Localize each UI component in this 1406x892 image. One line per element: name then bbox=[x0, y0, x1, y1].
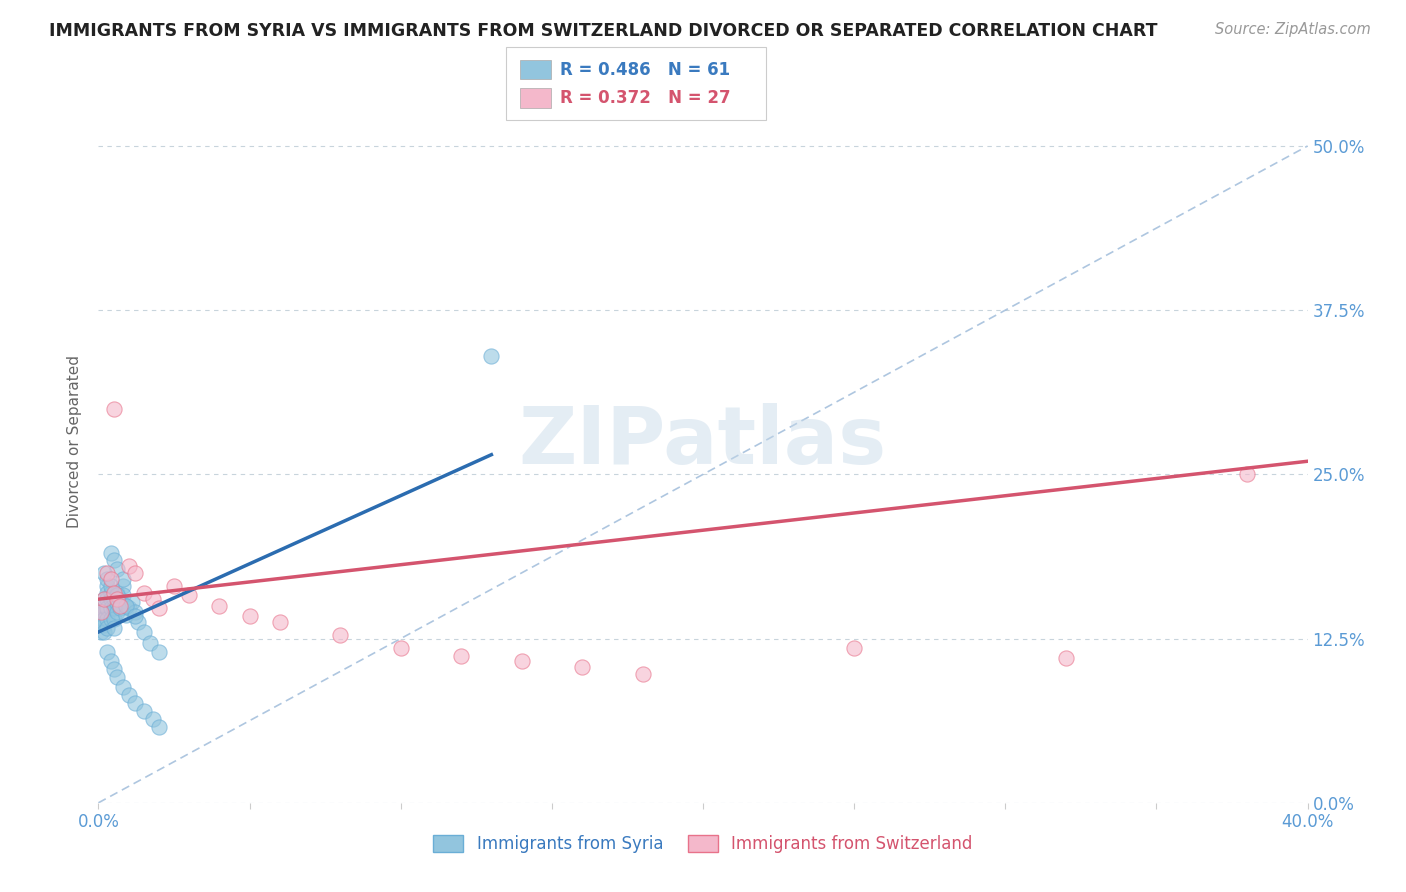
Point bbox=[105, 588, 128, 602]
Point bbox=[100, 579, 122, 593]
Point bbox=[96, 601, 118, 615]
Point bbox=[93, 625, 115, 640]
Point bbox=[124, 605, 146, 619]
Point bbox=[100, 546, 122, 560]
Point bbox=[103, 601, 125, 615]
Point bbox=[105, 585, 128, 599]
Point bbox=[148, 645, 170, 659]
Text: R = 0.486   N = 61: R = 0.486 N = 61 bbox=[560, 61, 730, 78]
Point bbox=[103, 585, 125, 599]
Point bbox=[844, 640, 866, 655]
Point bbox=[108, 592, 131, 607]
Point bbox=[118, 688, 141, 702]
Point bbox=[1054, 651, 1077, 665]
Point bbox=[90, 605, 112, 619]
Point bbox=[124, 696, 146, 710]
Point bbox=[127, 615, 149, 629]
Point bbox=[163, 579, 186, 593]
Point bbox=[96, 645, 118, 659]
Y-axis label: Divorced or Separated: Divorced or Separated bbox=[67, 355, 83, 528]
Point bbox=[118, 559, 141, 574]
Point bbox=[121, 595, 143, 609]
Text: R = 0.372   N = 27: R = 0.372 N = 27 bbox=[560, 89, 730, 107]
Text: Source: ZipAtlas.com: Source: ZipAtlas.com bbox=[1215, 22, 1371, 37]
Point bbox=[329, 627, 352, 641]
Point bbox=[108, 599, 131, 613]
Point bbox=[111, 573, 134, 587]
Point bbox=[389, 640, 412, 655]
Point bbox=[571, 660, 593, 674]
Point bbox=[90, 612, 112, 626]
Point bbox=[100, 573, 122, 587]
Point bbox=[105, 605, 128, 619]
Point bbox=[1236, 467, 1258, 482]
Point bbox=[132, 704, 155, 718]
Text: IMMIGRANTS FROM SYRIA VS IMMIGRANTS FROM SWITZERLAND DIVORCED OR SEPARATED CORRE: IMMIGRANTS FROM SYRIA VS IMMIGRANTS FROM… bbox=[49, 22, 1157, 40]
Point bbox=[96, 621, 118, 635]
Point bbox=[96, 566, 118, 580]
Point bbox=[103, 662, 125, 676]
Point bbox=[108, 601, 131, 615]
Point bbox=[111, 680, 134, 694]
Point bbox=[124, 566, 146, 580]
Point bbox=[100, 601, 122, 615]
Point bbox=[132, 585, 155, 599]
Point bbox=[510, 654, 533, 668]
Point bbox=[100, 654, 122, 668]
Point bbox=[105, 596, 128, 610]
Point bbox=[103, 553, 125, 567]
Point bbox=[631, 667, 654, 681]
Point bbox=[450, 648, 472, 663]
Point bbox=[96, 573, 118, 587]
Point bbox=[90, 625, 112, 640]
Text: ZIPatlas: ZIPatlas bbox=[519, 402, 887, 481]
Point bbox=[142, 712, 165, 726]
Point bbox=[105, 562, 128, 576]
Point bbox=[208, 599, 231, 613]
Point bbox=[111, 588, 134, 602]
Point bbox=[100, 592, 122, 607]
Point bbox=[105, 592, 128, 607]
Point bbox=[105, 670, 128, 684]
Point bbox=[142, 592, 165, 607]
Point bbox=[100, 612, 122, 626]
Point bbox=[111, 579, 134, 593]
Point bbox=[114, 599, 136, 613]
Point bbox=[90, 618, 112, 632]
Point bbox=[114, 599, 136, 613]
Point bbox=[93, 612, 115, 626]
Point bbox=[269, 615, 291, 629]
Point bbox=[148, 601, 170, 615]
Point bbox=[148, 720, 170, 734]
Point bbox=[103, 592, 125, 607]
Point bbox=[103, 621, 125, 635]
Point bbox=[100, 585, 122, 599]
Point bbox=[93, 592, 115, 607]
Point bbox=[96, 592, 118, 607]
Point bbox=[481, 349, 503, 363]
Point bbox=[179, 588, 201, 602]
Point bbox=[118, 601, 141, 615]
Legend: Immigrants from Syria, Immigrants from Switzerland: Immigrants from Syria, Immigrants from S… bbox=[426, 828, 980, 860]
Point bbox=[96, 579, 118, 593]
Point bbox=[93, 592, 115, 607]
Point bbox=[103, 612, 125, 626]
Point bbox=[90, 605, 112, 619]
Point bbox=[139, 635, 162, 649]
Point bbox=[93, 599, 115, 613]
Point bbox=[96, 612, 118, 626]
Point bbox=[124, 609, 146, 624]
Point bbox=[93, 605, 115, 619]
Point bbox=[93, 566, 115, 580]
Point bbox=[114, 607, 136, 622]
Point bbox=[93, 618, 115, 632]
Point bbox=[132, 625, 155, 640]
Point bbox=[239, 609, 262, 624]
Point bbox=[96, 585, 118, 599]
Point bbox=[103, 401, 125, 416]
